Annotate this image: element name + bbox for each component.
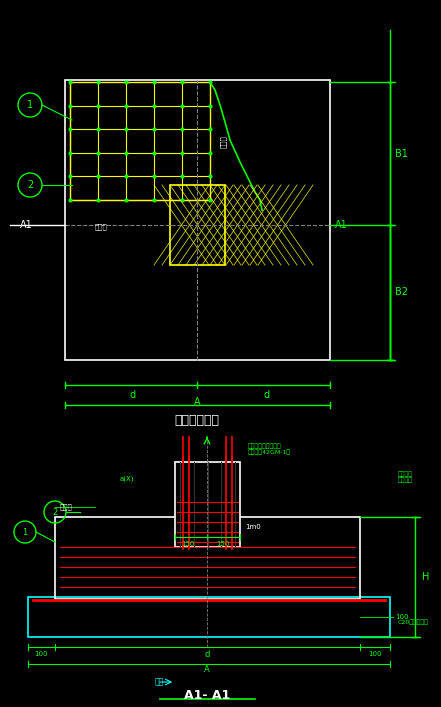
Text: d: d (263, 390, 269, 400)
Bar (170, 185, 225, 265)
Text: 150: 150 (181, 541, 194, 547)
Bar (175, 462, 240, 547)
Bar (55, 517, 360, 599)
Text: A: A (204, 665, 210, 674)
Text: 100: 100 (368, 651, 382, 657)
Text: 用途说明
请见图纸: 用途说明 请见图纸 (398, 471, 413, 483)
Text: A1- A1: A1- A1 (184, 689, 230, 701)
Text: 轴线: 轴线 (155, 677, 164, 686)
Text: A1: A1 (335, 220, 348, 230)
Text: A1: A1 (20, 220, 33, 230)
Text: 柱纵筋: 柱纵筋 (220, 136, 227, 148)
Text: 柱纵筋: 柱纵筋 (95, 223, 108, 230)
Text: B2: B2 (395, 287, 408, 297)
Text: 基础平面大样: 基础平面大样 (175, 414, 220, 426)
Text: 基础纵筋弯折长度及
锚固长度42GM-1节: 基础纵筋弯折长度及 锚固长度42GM-1节 (248, 443, 291, 455)
Text: C20混凝土垫层: C20混凝土垫层 (398, 619, 429, 625)
Bar (65, 80, 330, 360)
Text: 2: 2 (27, 180, 33, 190)
Bar (70, 82, 210, 200)
Text: 1: 1 (22, 527, 28, 537)
Text: 柱纵筋: 柱纵筋 (60, 503, 73, 510)
Text: d: d (130, 390, 136, 400)
Text: B1: B1 (395, 149, 408, 159)
Text: d: d (204, 650, 209, 658)
Text: 2: 2 (52, 508, 58, 517)
Text: 1: 1 (27, 100, 33, 110)
Bar (28, 597, 390, 637)
Text: a(X): a(X) (120, 476, 135, 482)
Text: 100: 100 (395, 614, 408, 620)
Text: 100: 100 (34, 651, 48, 657)
Text: A: A (194, 397, 200, 407)
Text: 150: 150 (217, 541, 230, 547)
Text: 1m0: 1m0 (245, 524, 261, 530)
Text: H: H (422, 572, 430, 582)
